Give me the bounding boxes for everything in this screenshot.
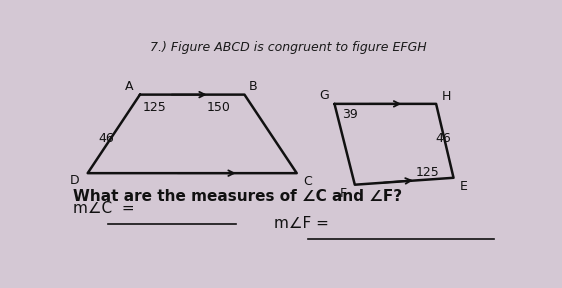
Text: 150: 150: [206, 101, 230, 114]
Text: E: E: [460, 180, 468, 193]
Text: 125: 125: [143, 101, 166, 114]
Text: 125: 125: [415, 166, 439, 179]
Text: H: H: [442, 90, 451, 103]
Text: A: A: [125, 80, 134, 93]
Text: What are the measures of ∠C and ∠F?: What are the measures of ∠C and ∠F?: [73, 189, 402, 204]
Text: D: D: [70, 174, 80, 187]
Text: F: F: [339, 187, 347, 200]
Text: m∠C  =: m∠C =: [73, 201, 135, 216]
Text: 39: 39: [342, 108, 358, 121]
Text: 46: 46: [98, 132, 114, 145]
Text: 7.) Figure ABCD is congruent to figure EFGH: 7.) Figure ABCD is congruent to figure E…: [149, 41, 427, 54]
Text: B: B: [249, 80, 257, 93]
Text: G: G: [319, 89, 329, 102]
Text: m∠F =: m∠F =: [274, 216, 328, 231]
Text: C: C: [303, 175, 311, 188]
Text: 46: 46: [435, 132, 451, 145]
